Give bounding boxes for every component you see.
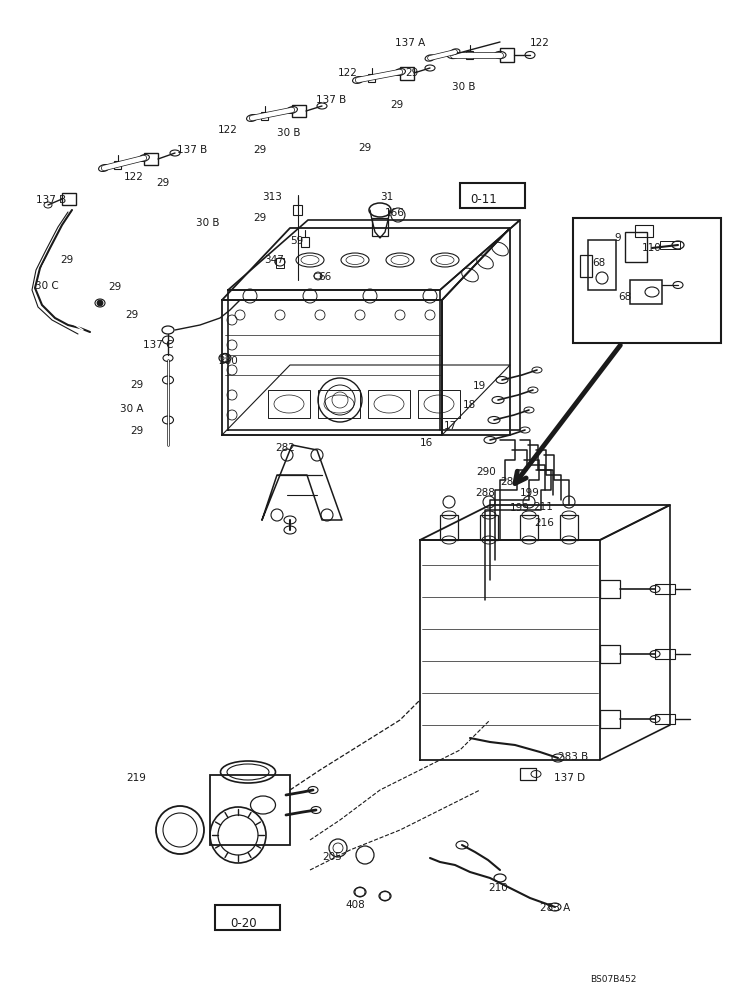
Text: 30 A: 30 A (120, 404, 144, 414)
Bar (560, 515, 578, 540)
Bar (520, 515, 538, 540)
Text: 199: 199 (510, 503, 530, 513)
Text: 137 B: 137 B (177, 145, 207, 155)
Bar (655, 584, 675, 594)
Text: 30 B: 30 B (277, 128, 301, 138)
Text: 9: 9 (614, 233, 621, 243)
Text: 110: 110 (642, 243, 662, 253)
Text: 31: 31 (380, 192, 393, 202)
Text: 29: 29 (130, 426, 144, 436)
Text: 166: 166 (385, 208, 405, 218)
Text: 408: 408 (345, 900, 365, 910)
Bar (600, 645, 620, 663)
Text: 288: 288 (475, 488, 495, 498)
Bar (600, 580, 620, 598)
Bar (600, 710, 620, 728)
Bar (276, 258, 284, 268)
Text: 282: 282 (275, 443, 295, 453)
Bar (368, 390, 410, 418)
Bar (268, 390, 310, 418)
Text: 0-20: 0-20 (230, 917, 257, 930)
Text: 210: 210 (488, 883, 508, 893)
Text: 29: 29 (60, 255, 73, 265)
Text: 280: 280 (218, 356, 238, 366)
Text: 290: 290 (476, 467, 496, 477)
Text: 29: 29 (253, 213, 266, 223)
Text: 0-11: 0-11 (470, 193, 497, 206)
Text: 68: 68 (618, 292, 631, 302)
Text: 30 C: 30 C (35, 281, 59, 291)
Bar (301, 237, 309, 247)
Text: 137 D: 137 D (554, 773, 585, 783)
Text: 137 B: 137 B (36, 195, 67, 205)
Bar (318, 390, 360, 418)
Text: 205: 205 (322, 852, 342, 862)
Bar (635, 225, 653, 237)
Bar (500, 48, 514, 62)
Text: 122: 122 (218, 125, 238, 135)
Bar (369, 74, 375, 82)
Bar (655, 714, 675, 724)
Bar (293, 205, 302, 215)
Bar (580, 255, 592, 277)
Text: 29: 29 (108, 282, 121, 292)
Text: 29: 29 (125, 310, 138, 320)
Bar (418, 390, 460, 418)
Text: 17: 17 (444, 421, 457, 431)
Text: 30 B: 30 B (196, 218, 219, 228)
Bar (292, 105, 306, 117)
Text: 18: 18 (463, 400, 476, 410)
Bar (467, 51, 473, 59)
Circle shape (97, 300, 103, 306)
Text: 283 B: 283 B (558, 752, 588, 762)
Text: 219: 219 (126, 773, 146, 783)
Text: 66: 66 (318, 272, 331, 282)
Text: 29: 29 (390, 100, 403, 110)
Text: 211: 211 (533, 502, 553, 512)
Text: 122: 122 (338, 68, 358, 78)
Text: 59: 59 (290, 236, 303, 246)
Text: 29: 29 (156, 178, 169, 188)
Text: 137 B: 137 B (316, 95, 346, 105)
Text: 29: 29 (405, 68, 418, 78)
Bar (114, 161, 121, 169)
Text: 216: 216 (534, 518, 554, 528)
Bar (62, 193, 76, 205)
Bar (144, 153, 158, 165)
Bar (215, 905, 280, 930)
Bar (588, 240, 616, 290)
Text: 29: 29 (130, 380, 144, 390)
Text: 68: 68 (592, 258, 605, 268)
Text: 30 B: 30 B (452, 82, 476, 92)
Bar (440, 515, 458, 540)
Bar (480, 515, 498, 540)
Bar (262, 112, 269, 120)
Bar (655, 649, 675, 659)
Text: 122: 122 (124, 172, 144, 182)
Text: 137 A: 137 A (395, 38, 426, 48)
Bar (573, 218, 721, 343)
Bar (372, 218, 388, 236)
Bar (520, 768, 536, 780)
Text: 19: 19 (473, 381, 486, 391)
Text: 347: 347 (264, 255, 284, 265)
Bar (460, 183, 525, 208)
Text: 283 A: 283 A (540, 903, 570, 913)
Text: 29: 29 (358, 143, 371, 153)
Bar (630, 280, 662, 304)
Bar (400, 67, 414, 80)
Text: 16: 16 (420, 438, 433, 448)
Bar (625, 232, 647, 262)
Text: 29: 29 (253, 145, 266, 155)
Text: 137 C: 137 C (143, 340, 174, 350)
Text: 289: 289 (500, 477, 520, 487)
Bar (210, 775, 290, 845)
Text: 199: 199 (520, 488, 540, 498)
Text: 313: 313 (262, 192, 282, 202)
Text: 122: 122 (530, 38, 550, 48)
Text: BS07B452: BS07B452 (590, 975, 637, 984)
Bar (660, 241, 680, 249)
